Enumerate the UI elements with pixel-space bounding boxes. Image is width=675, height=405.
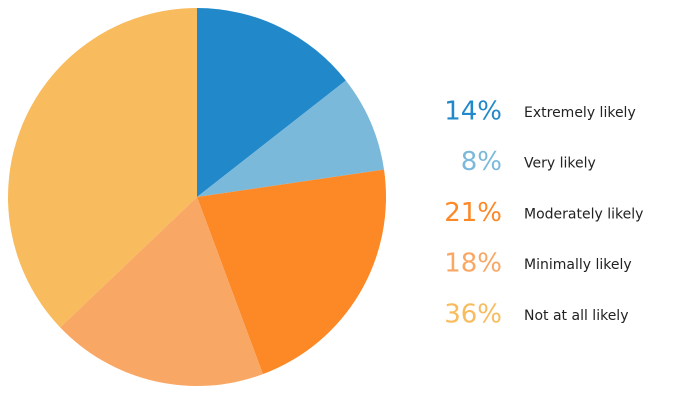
pie-slice [197, 169, 386, 375]
pie-slice [197, 8, 346, 197]
legend-value: 18% [444, 249, 502, 279]
legend-value: 8% [461, 147, 502, 177]
legend-value: 36% [444, 299, 502, 329]
legend-label: Very likely [524, 156, 596, 172]
legend-label: Moderately likely [524, 206, 643, 222]
legend-label: Minimally likely [524, 257, 632, 273]
legend-value: 14% [444, 97, 502, 127]
legend-label: Extremely likely [524, 105, 636, 121]
pie-slice [197, 80, 384, 197]
pie-slice [8, 8, 198, 328]
pie-slice [60, 197, 263, 386]
legend-value: 21% [444, 198, 502, 228]
legend-label: Not at all likely [524, 308, 628, 324]
